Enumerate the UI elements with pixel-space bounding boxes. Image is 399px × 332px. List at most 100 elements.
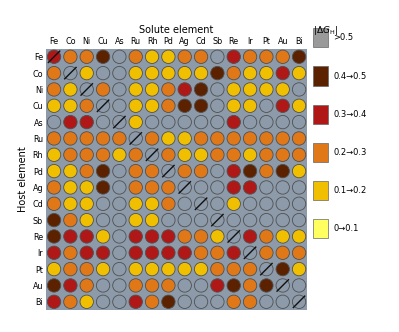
Circle shape xyxy=(194,295,208,308)
X-axis label: Solute element: Solute element xyxy=(139,25,214,35)
Circle shape xyxy=(96,50,110,63)
Circle shape xyxy=(292,279,306,292)
Circle shape xyxy=(113,295,126,308)
Circle shape xyxy=(178,230,192,243)
Circle shape xyxy=(292,132,306,145)
Circle shape xyxy=(162,197,175,210)
Circle shape xyxy=(178,279,192,292)
Circle shape xyxy=(145,230,159,243)
Circle shape xyxy=(292,50,306,63)
Y-axis label: Host element: Host element xyxy=(18,146,28,212)
Circle shape xyxy=(96,148,110,161)
Circle shape xyxy=(292,66,306,80)
Circle shape xyxy=(162,246,175,260)
Circle shape xyxy=(129,262,142,276)
Circle shape xyxy=(145,213,159,227)
Circle shape xyxy=(145,164,159,178)
Circle shape xyxy=(227,230,241,243)
Circle shape xyxy=(145,295,159,308)
Circle shape xyxy=(129,230,142,243)
Circle shape xyxy=(292,213,306,227)
Circle shape xyxy=(80,279,93,292)
Circle shape xyxy=(162,295,175,308)
Circle shape xyxy=(211,83,224,96)
Circle shape xyxy=(211,246,224,260)
Circle shape xyxy=(227,279,241,292)
Circle shape xyxy=(178,116,192,129)
Circle shape xyxy=(243,279,257,292)
Circle shape xyxy=(64,116,77,129)
Circle shape xyxy=(227,50,241,63)
Circle shape xyxy=(260,50,273,63)
Circle shape xyxy=(276,116,289,129)
Circle shape xyxy=(243,197,257,210)
Circle shape xyxy=(47,230,61,243)
Circle shape xyxy=(80,181,93,194)
Circle shape xyxy=(129,148,142,161)
Circle shape xyxy=(227,83,241,96)
Circle shape xyxy=(227,181,241,194)
Circle shape xyxy=(211,164,224,178)
Circle shape xyxy=(145,83,159,96)
Circle shape xyxy=(80,132,93,145)
Circle shape xyxy=(64,262,77,276)
Circle shape xyxy=(47,197,61,210)
Circle shape xyxy=(276,164,289,178)
Circle shape xyxy=(178,181,192,194)
Circle shape xyxy=(113,262,126,276)
Circle shape xyxy=(260,148,273,161)
Circle shape xyxy=(243,83,257,96)
Circle shape xyxy=(145,181,159,194)
Circle shape xyxy=(243,213,257,227)
Circle shape xyxy=(162,279,175,292)
Circle shape xyxy=(145,279,159,292)
Circle shape xyxy=(292,148,306,161)
Circle shape xyxy=(113,132,126,145)
Circle shape xyxy=(194,246,208,260)
Circle shape xyxy=(113,66,126,80)
Circle shape xyxy=(260,132,273,145)
Circle shape xyxy=(260,262,273,276)
Circle shape xyxy=(194,50,208,63)
Circle shape xyxy=(113,213,126,227)
Circle shape xyxy=(129,132,142,145)
Circle shape xyxy=(243,116,257,129)
Circle shape xyxy=(292,197,306,210)
Circle shape xyxy=(227,246,241,260)
Circle shape xyxy=(129,279,142,292)
Circle shape xyxy=(178,246,192,260)
Circle shape xyxy=(96,164,110,178)
Circle shape xyxy=(64,230,77,243)
Circle shape xyxy=(276,83,289,96)
Circle shape xyxy=(47,99,61,113)
Circle shape xyxy=(80,83,93,96)
Circle shape xyxy=(64,295,77,308)
Circle shape xyxy=(211,279,224,292)
Text: 0.4→0.5: 0.4→0.5 xyxy=(333,71,366,81)
Circle shape xyxy=(129,83,142,96)
Circle shape xyxy=(129,197,142,210)
Circle shape xyxy=(113,50,126,63)
Circle shape xyxy=(211,295,224,308)
Circle shape xyxy=(194,83,208,96)
Circle shape xyxy=(194,230,208,243)
Circle shape xyxy=(260,116,273,129)
Circle shape xyxy=(47,295,61,308)
Circle shape xyxy=(260,197,273,210)
Circle shape xyxy=(227,197,241,210)
Circle shape xyxy=(96,116,110,129)
Circle shape xyxy=(145,148,159,161)
Circle shape xyxy=(47,148,61,161)
Circle shape xyxy=(178,148,192,161)
Circle shape xyxy=(243,99,257,113)
Circle shape xyxy=(194,148,208,161)
Circle shape xyxy=(96,213,110,227)
Circle shape xyxy=(211,50,224,63)
Circle shape xyxy=(162,213,175,227)
Circle shape xyxy=(260,230,273,243)
Circle shape xyxy=(276,99,289,113)
Circle shape xyxy=(211,66,224,80)
Circle shape xyxy=(96,99,110,113)
Circle shape xyxy=(64,50,77,63)
Circle shape xyxy=(194,181,208,194)
